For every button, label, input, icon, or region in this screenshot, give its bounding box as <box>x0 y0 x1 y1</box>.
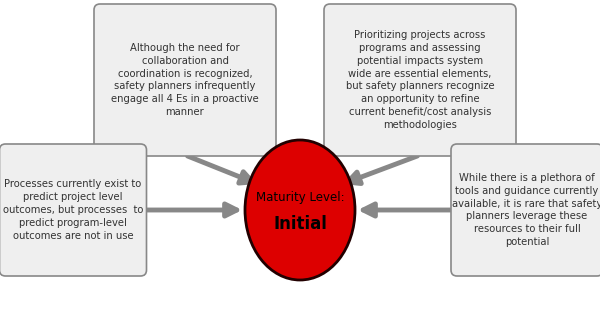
Text: Prioritizing projects across
programs and assessing
potential impacts system
wid: Prioritizing projects across programs an… <box>346 30 494 130</box>
Text: Maturity Level:: Maturity Level: <box>256 191 344 204</box>
FancyBboxPatch shape <box>451 144 600 276</box>
Text: While there is a plethora of
tools and guidance currently
available, it is rare : While there is a plethora of tools and g… <box>452 173 600 247</box>
Text: Processes currently exist to
predict project level
outcomes, but processes  to
p: Processes currently exist to predict pro… <box>3 179 143 241</box>
Text: Although the need for
collaboration and
coordination is recognized,
safety plann: Although the need for collaboration and … <box>111 43 259 117</box>
FancyBboxPatch shape <box>0 144 146 276</box>
FancyBboxPatch shape <box>94 4 276 156</box>
Text: Initial: Initial <box>273 215 327 233</box>
Ellipse shape <box>245 140 355 280</box>
FancyBboxPatch shape <box>324 4 516 156</box>
